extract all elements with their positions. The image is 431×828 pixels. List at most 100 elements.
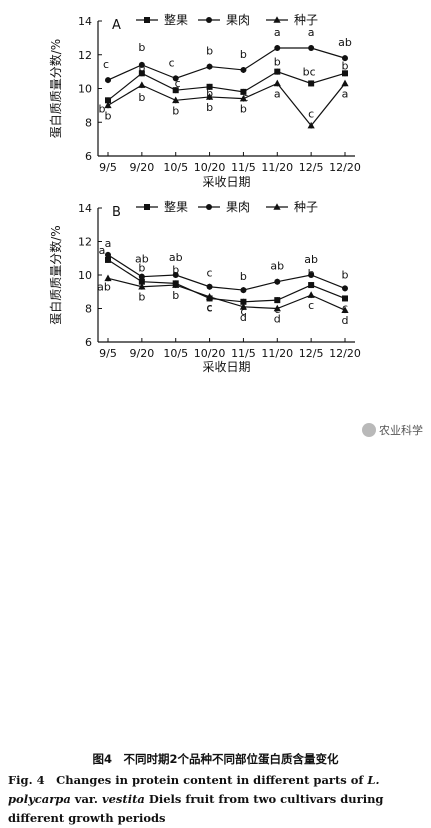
- significance-label: b: [206, 101, 213, 114]
- data-point: [308, 45, 315, 51]
- data-point: [105, 256, 111, 263]
- data-point: [172, 75, 179, 82]
- significance-label: c: [308, 299, 314, 312]
- significance-label: c: [207, 267, 213, 280]
- figure: 6 8 10 12 14 9/5 9/20 10/5 10/20 11/5 11/20 12/5 12/…: [48, 12, 361, 374]
- series-line-2: [107, 254, 346, 291]
- data-point: [105, 251, 111, 258]
- data-point: [307, 121, 315, 129]
- y-tick-label: 6: [85, 336, 92, 349]
- significance-label: c: [207, 301, 213, 314]
- legend-marker: [273, 203, 281, 210]
- x-tick-label: 11/20: [261, 347, 293, 360]
- y-axis-title: 蛋白质质量分数/%: [48, 39, 63, 138]
- y-tick-label: 12: [78, 49, 92, 62]
- data-point: [206, 283, 213, 290]
- data-point: [205, 93, 214, 100]
- legend-label: 果肉: [226, 200, 250, 214]
- significance-label: a: [342, 87, 349, 100]
- significance-label: ab: [270, 260, 284, 273]
- data-point: [138, 61, 145, 68]
- significance-label: c: [175, 77, 181, 90]
- data-point: [239, 94, 248, 102]
- significance-label: c: [240, 305, 246, 318]
- x-tick-label: 12/5: [299, 161, 324, 174]
- significance-label: c: [308, 108, 314, 121]
- y-tick-label: 14: [78, 15, 92, 28]
- chart-panel-a: 6 8 10 12 14 9/5 9/20 10/5 10/20 11/5 11/20 12/5 12/…: [48, 12, 361, 189]
- significance-label: d: [274, 313, 281, 326]
- x-tick-label: 10/20: [194, 347, 226, 360]
- data-point: [138, 278, 145, 285]
- data-point: [273, 79, 281, 87]
- significance-label: b: [138, 41, 145, 54]
- data-point: [308, 282, 315, 289]
- significance-label: a: [105, 237, 112, 250]
- data-point: [240, 298, 247, 305]
- panel-label: A: [112, 18, 121, 33]
- significance-label: b: [240, 270, 247, 283]
- significance-label: a: [308, 26, 315, 39]
- data-point: [274, 278, 281, 285]
- significance-label: b: [342, 59, 349, 72]
- y-tick-label: 6: [85, 150, 92, 163]
- significance-label: b: [274, 56, 281, 69]
- legend-marker: [206, 17, 212, 23]
- significance-label: a: [274, 87, 281, 100]
- significance-label: ab: [304, 253, 318, 266]
- watermark: 农业科学: [362, 422, 423, 438]
- data-point: [206, 63, 213, 70]
- legend-marker: [206, 204, 212, 210]
- significance-label: b: [206, 45, 213, 58]
- x-axis-title: 采收日期: [202, 360, 250, 374]
- x-tick-label: 10/5: [163, 161, 188, 174]
- x-tick-label: 9/20: [130, 161, 155, 174]
- x-tick-label: 11/20: [261, 161, 293, 174]
- y-tick-label: 10: [78, 83, 92, 96]
- data-point: [342, 285, 348, 292]
- data-point: [105, 77, 111, 84]
- watermark-logo-icon: [362, 423, 376, 437]
- x-tick-label: 12/20: [329, 161, 361, 174]
- caption-en-prefix: Fig. 4 Changes in protein content in dif…: [8, 773, 368, 787]
- significance-label: b: [240, 103, 247, 116]
- significance-label: b: [138, 262, 145, 275]
- y-tick-label: 10: [78, 269, 92, 282]
- data-point: [172, 281, 180, 288]
- x-tick-label: 11/5: [231, 161, 256, 174]
- caption-en-variety: vestita: [101, 792, 145, 806]
- significance-label: a: [274, 26, 281, 39]
- data-point: [105, 97, 111, 104]
- significance-label: b: [172, 289, 179, 302]
- series-line-3: [107, 277, 346, 311]
- data-point: [172, 272, 179, 278]
- x-axis-title: 采收日期: [202, 175, 250, 189]
- data-point: [341, 79, 349, 87]
- significance-label: ab: [97, 280, 111, 293]
- data-point: [342, 70, 348, 77]
- data-point: [205, 292, 214, 300]
- data-point: [104, 274, 112, 282]
- legend-marker: [273, 16, 281, 23]
- x-tick-label: 11/5: [231, 347, 256, 360]
- data-point: [138, 282, 146, 290]
- x-tick-label: 12/5: [299, 347, 324, 360]
- significance-label: d: [342, 314, 349, 327]
- caption-en-middle: var.: [70, 792, 102, 806]
- x-tick-label: 10/5: [163, 347, 188, 360]
- y-tick-label: 12: [78, 236, 92, 249]
- data-point: [138, 273, 145, 280]
- data-point: [307, 291, 315, 298]
- y-tick-label: 14: [78, 202, 92, 215]
- data-point: [172, 96, 180, 104]
- data-point: [240, 287, 247, 294]
- significance-label: a: [99, 244, 106, 257]
- data-point: [104, 101, 112, 109]
- series-line-2: [107, 47, 346, 81]
- watermark-text: 农业科学: [379, 424, 423, 437]
- data-point: [273, 304, 281, 312]
- data-point: [308, 272, 315, 278]
- x-tick-label: 9/5: [99, 161, 117, 174]
- significance-label: ab: [135, 253, 149, 266]
- y-tick-label: 8: [85, 116, 92, 129]
